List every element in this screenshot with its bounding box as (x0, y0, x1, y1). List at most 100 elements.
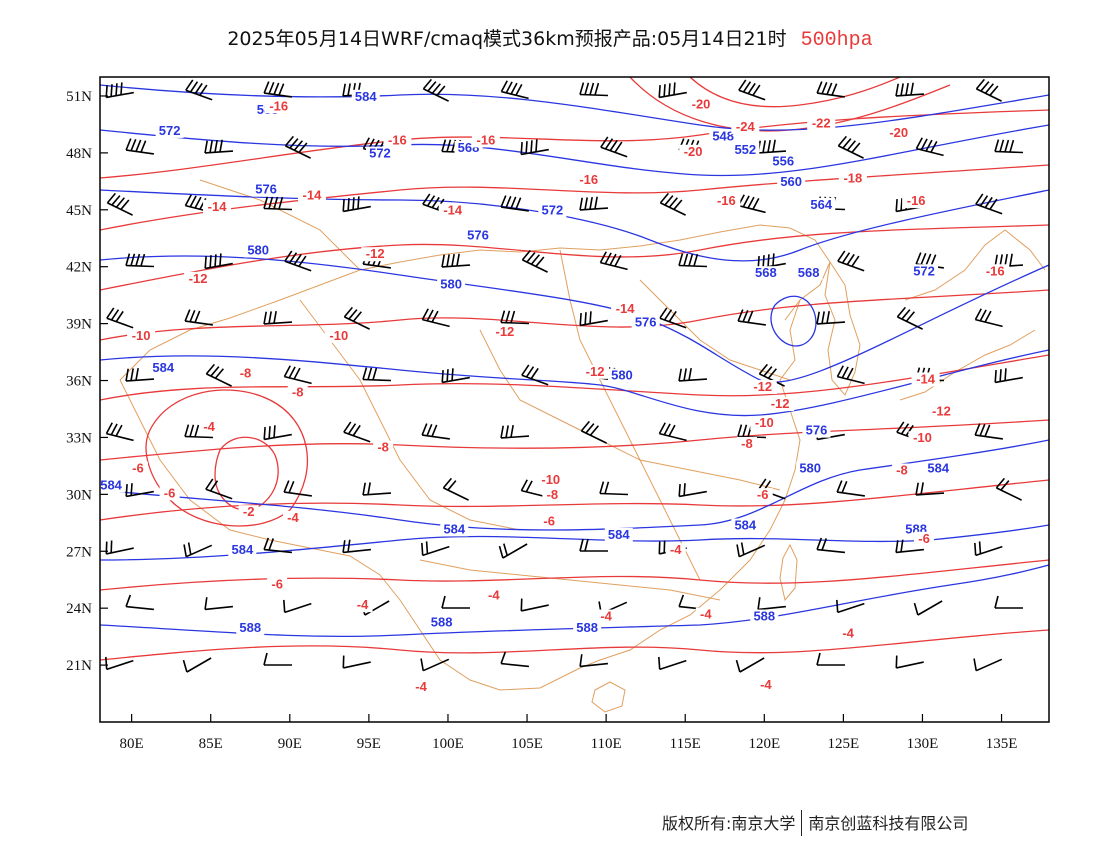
height-contour-label: 584 (927, 461, 949, 476)
wind-barb (343, 306, 370, 330)
wind-barb (836, 599, 865, 614)
temp-label-bg (736, 436, 757, 451)
wind-barb (500, 424, 530, 439)
temperature-contour-label: -20 (684, 144, 703, 159)
wind-barb (125, 483, 154, 498)
wind-barb (659, 192, 686, 216)
wind-barb (441, 595, 470, 609)
temperature-contour-label: -10 (132, 328, 151, 343)
wind-barb (182, 657, 212, 673)
temp-label-bg (287, 385, 308, 400)
wind-barb (421, 541, 450, 557)
x-tick-label: 130E (907, 736, 939, 752)
temp-label-bg (596, 609, 617, 624)
wind-barb (204, 139, 234, 154)
wind-barb (994, 368, 1023, 384)
height-contour-label: 572 (913, 263, 935, 278)
wind-barb (263, 196, 293, 211)
wind-barb (183, 542, 213, 558)
height-label-bg (440, 522, 469, 537)
height-label-bg (97, 478, 126, 493)
wind-barb (913, 600, 943, 616)
wind-barb (579, 311, 608, 327)
temp-contour-6 (100, 419, 1049, 461)
wind-barb (995, 477, 1022, 501)
wind-barb (895, 539, 925, 554)
y-tick-label: 51N (66, 89, 92, 105)
wind-barb (816, 537, 846, 554)
temp-label-bg (665, 543, 686, 558)
temp-label-bg (712, 194, 741, 209)
temperature-contour-label: -4 (700, 607, 712, 622)
temp-label-bg (687, 97, 716, 112)
height-contour-label: 568 (755, 265, 777, 280)
wind-barb (975, 78, 1002, 102)
temp-contour-1 (100, 109, 1049, 179)
height-label-bg (777, 175, 806, 190)
height-label-bg (604, 527, 633, 542)
wind-barb (184, 424, 214, 439)
temp-contour-4 (100, 289, 1049, 341)
temperature-contour-label: -8 (547, 487, 559, 502)
wind-barb (735, 657, 765, 673)
x-tick-label: 125E (828, 736, 860, 752)
wind-barb (738, 79, 766, 101)
temp-label-bg (750, 416, 779, 431)
temperature-contour-label: -16 (477, 132, 496, 147)
wind-barb (125, 253, 155, 268)
height-contour-label: 580 (247, 242, 269, 257)
wind-barb (837, 250, 865, 272)
wind-barb (105, 82, 134, 99)
y-tick-label: 48N (66, 146, 92, 162)
china-border (119, 224, 831, 381)
temperature-contour-label: -8 (377, 440, 389, 455)
temperature-contour-label: -10 (755, 415, 774, 430)
temperature-contour-label: -12 (189, 271, 208, 286)
height-label-bg (573, 620, 602, 635)
wind-barb (185, 79, 213, 101)
wind-barb (105, 656, 134, 671)
wind-barb (204, 253, 233, 270)
temp-label-bg (536, 472, 565, 487)
temp-label-bg (539, 514, 560, 529)
temp-label-bg (282, 510, 303, 525)
y-axis: 51N 48N 45N 42N 39N 36N 33N 30N 27N 24N 21N (66, 89, 108, 674)
wind-barb (342, 196, 371, 213)
temperature-contour-label: -14 (208, 199, 228, 214)
x-tick-label: 110E (591, 736, 622, 752)
temperature-contour-label: -12 (366, 246, 385, 261)
temperature-contours (100, 77, 1049, 661)
temp-label-bg (235, 366, 256, 381)
southwest-border (119, 379, 581, 691)
temp-contour-7 (100, 479, 1049, 521)
height-label-bg (228, 543, 257, 558)
temp-label-bg (748, 380, 777, 395)
temperature-contour-label: -14 (916, 371, 936, 386)
province-line-1 (299, 299, 521, 531)
height-contour-label: 584 (231, 542, 253, 557)
temperature-contour-label: -6 (543, 514, 555, 529)
wind-barb (184, 309, 213, 326)
temperature-contour-label: -6 (164, 485, 176, 500)
height-contour-2 (100, 124, 1049, 177)
temperature-contour-label: -20 (889, 125, 908, 140)
temp-contour-5 (100, 354, 1049, 401)
temperature-contour-label: -4 (488, 588, 500, 603)
temp-label-bg (238, 505, 259, 520)
wind-barb (915, 482, 945, 496)
chart-title: 2025年05月14日WRF/cmaq模式36km预报产品:05月14日21时 5… (0, 24, 1100, 52)
temperature-contour-label: -14 (303, 187, 323, 202)
height-contour-label: 568 (798, 265, 820, 280)
temperature-contour-label: -6 (132, 461, 144, 476)
wind-barb (816, 652, 845, 666)
temperature-contour-label: -4 (842, 626, 854, 641)
temperature-contour-label: -4 (415, 679, 427, 694)
temperature-contour-label: -4 (760, 677, 772, 692)
temp-label-bg (891, 463, 912, 478)
wind-barb (125, 367, 155, 382)
wind-barb (678, 253, 708, 268)
temp-label-bg (127, 461, 148, 476)
temp-label-bg (611, 302, 640, 317)
height-label-bg (244, 243, 273, 258)
temperature-contour-label: -10 (541, 472, 560, 487)
